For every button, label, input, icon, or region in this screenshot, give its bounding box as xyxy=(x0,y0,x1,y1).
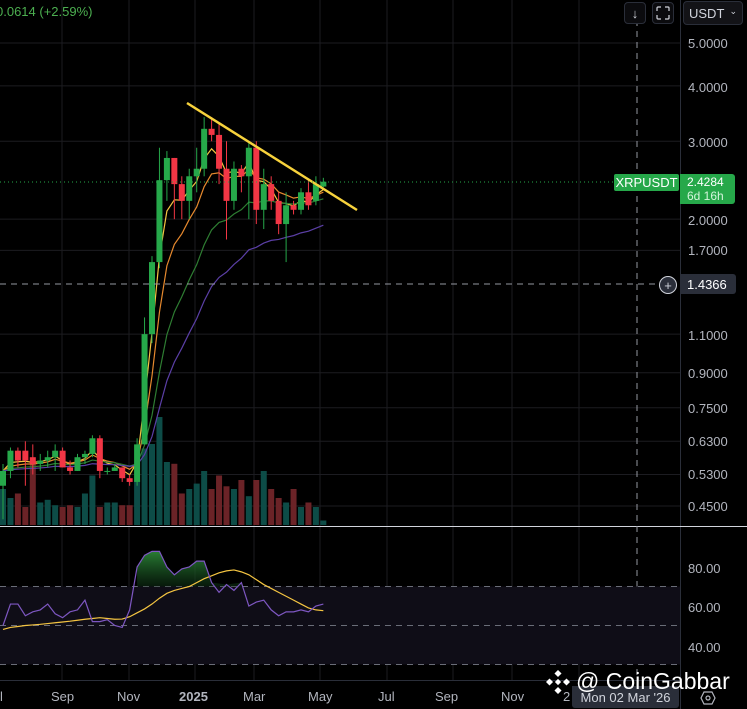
currency-label: USDT xyxy=(689,5,725,21)
symbol-tag: XRPUSDT xyxy=(614,174,679,191)
time-axis-label: Sep xyxy=(51,689,75,704)
arrow-down-icon: ↓ xyxy=(631,5,639,21)
crosshair-date-tag: Mon 02 Mar '26 xyxy=(572,686,679,708)
watermark: @ CoinGabbar xyxy=(546,668,730,695)
bar-countdown: 6d 16h xyxy=(687,189,724,203)
price-axis-label: 0.5300 xyxy=(688,467,728,482)
time-axis-label: 2025 xyxy=(179,689,208,704)
binance-logo-icon xyxy=(546,669,570,694)
fullscreen-icon xyxy=(656,6,670,20)
scroll-to-latest-button[interactable]: ↓ xyxy=(624,2,646,24)
price-axis-label: 5.0000 xyxy=(688,36,728,51)
time-axis-label: 2 xyxy=(563,689,571,704)
watermark-text: @ CoinGabbar xyxy=(576,668,730,694)
rsi-axis-label: 40.00 xyxy=(688,640,721,655)
chevron-down-icon: ⌄ xyxy=(729,6,737,16)
price-axis-label: 4.0000 xyxy=(688,80,728,95)
rsi-axis-label: 60.00 xyxy=(688,600,721,615)
chart-settings-button[interactable] xyxy=(700,690,720,706)
price-axis-label: 0.7500 xyxy=(688,401,728,416)
time-axis-label: Nov xyxy=(117,689,141,704)
time-axis-label: Jul xyxy=(378,689,395,704)
time-axis-label: Mar xyxy=(243,689,266,704)
price-axis-label: 0.4500 xyxy=(688,499,728,514)
price-axis-label: 2.0000 xyxy=(688,213,728,228)
gear-icon xyxy=(700,691,716,705)
time-axis-label: Sep xyxy=(435,689,459,704)
rsi-axis-label: 80.00 xyxy=(688,561,721,576)
last-price: 2.4284 xyxy=(687,175,724,189)
price-axis-label: 3.0000 xyxy=(688,135,728,150)
price-axis-label: 0.6300 xyxy=(688,434,728,449)
last-price-tag: 2.4284 6d 16h xyxy=(680,174,735,204)
plus-icon: + xyxy=(664,277,672,293)
price-axis-label: 1.1000 xyxy=(688,328,728,343)
fullscreen-button[interactable] xyxy=(652,2,674,24)
time-axis-label: May xyxy=(308,689,333,704)
time-axis-label: l xyxy=(0,689,3,704)
price-axis-label: 1.7000 xyxy=(688,243,728,258)
currency-select[interactable]: USDT ⌄ xyxy=(683,1,743,25)
add-alert-button[interactable]: + xyxy=(659,276,677,294)
price-change-text: 0.0614 (+2.59%) xyxy=(0,4,93,19)
price-axis-label: 0.9000 xyxy=(688,366,728,381)
time-axis-label: Nov xyxy=(501,689,525,704)
crosshair-price-tag: 1.4366 xyxy=(680,274,736,294)
